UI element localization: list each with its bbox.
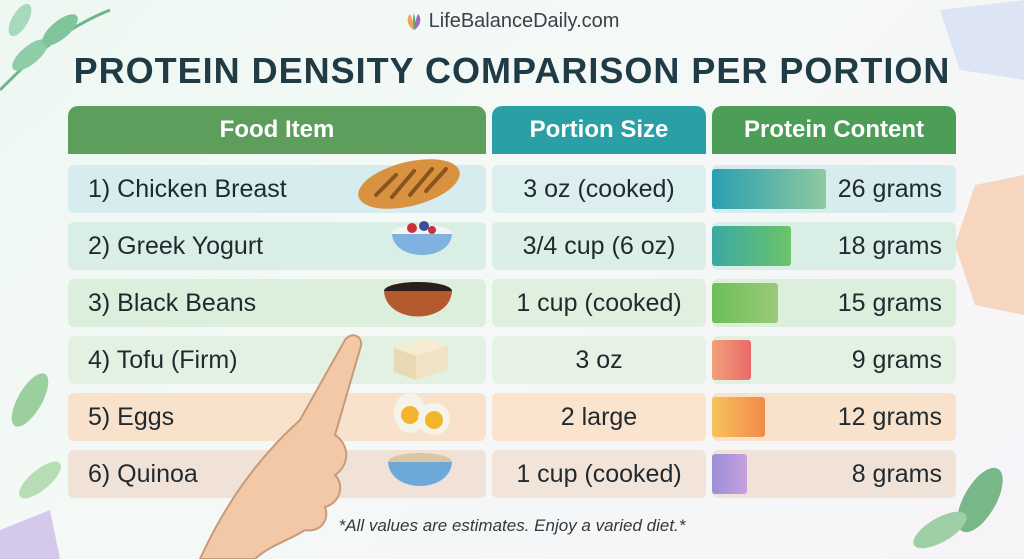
table-row: 4) Tofu (Firm) 3 oz 9 grams: [68, 336, 956, 384]
protein-content-cell: 26 grams: [712, 165, 956, 213]
eggs-icon: [386, 389, 456, 446]
portion-size-label: 3 oz (cooked): [523, 175, 675, 203]
quinoa-icon: [382, 446, 458, 503]
brand-name: LifeBalanceDaily.com: [428, 10, 620, 33]
chicken-breast-icon: [354, 151, 464, 218]
protein-value-label: 18 grams: [837, 232, 942, 260]
black-beans-icon: [380, 273, 456, 334]
portion-size-cell: 3/4 cup (6 oz): [492, 222, 706, 270]
protein-value-label: 9 grams: [851, 346, 942, 374]
table-row: 5) Eggs 2 large 12 grams: [68, 393, 956, 441]
leaf-decoration-top-left: [0, 3, 111, 92]
table-row: 3) Black Beans 1 cup (cooked) 15 grams: [68, 279, 956, 327]
chart-title: PROTEIN DENSITY COMPARISON PER PORTION: [73, 50, 951, 91]
food-item-label: 1) Chicken Breast: [88, 175, 287, 203]
leaf-decoration-bottom-left: [0, 373, 61, 559]
brand-logo-icon: [407, 12, 420, 30]
protein-content-cell: 9 grams: [712, 336, 956, 384]
greek-yogurt-icon: [386, 216, 458, 277]
food-item-cell: 1) Chicken Breast: [68, 159, 486, 213]
portion-size-cell: 1 cup (cooked): [492, 450, 706, 498]
protein-content-cell: 18 grams: [712, 222, 956, 270]
footnote: *All values are estimates. Enjoy a varie…: [338, 516, 686, 535]
table-row: 2) Greek Yogurt 3/4 cup (6 oz) 18 grams: [68, 221, 956, 270]
food-item-label: 2) Greek Yogurt: [88, 232, 264, 260]
portion-size-label: 1 cup (cooked): [516, 460, 682, 488]
table-row: 1) Chicken Breast 3 oz (cooked) 26 grams: [68, 159, 956, 213]
protein-value-label: 8 grams: [851, 460, 942, 488]
portion-size-cell: 3 oz (cooked): [492, 165, 706, 213]
protein-content-cell: 12 grams: [712, 393, 956, 441]
portion-size-label: 1 cup (cooked): [516, 289, 682, 317]
food-item-label: 4) Tofu (Firm): [88, 346, 238, 374]
pointing-hand-illustration: [198, 334, 363, 559]
protein-content-cell: 15 grams: [712, 279, 956, 327]
header-protein-content: Protein Content: [712, 106, 956, 154]
food-item-cell: 5) Eggs: [68, 393, 486, 441]
food-item-label: 6) Quinoa: [88, 460, 198, 488]
tofu-icon: [388, 332, 454, 389]
protein-bar: [712, 397, 765, 437]
portion-size-cell: 3 oz: [492, 336, 706, 384]
shape-decoration-top-right: [940, 0, 1024, 80]
protein-bar: [712, 226, 791, 266]
protein-bar: [712, 283, 778, 323]
food-item-label: 5) Eggs: [88, 403, 175, 431]
brand-header: LifeBalanceDaily.com: [0, 10, 1024, 33]
protein-value-label: 26 grams: [837, 175, 942, 203]
food-item-label: 3) Black Beans: [88, 289, 257, 317]
protein-content-cell: 8 grams: [712, 450, 956, 498]
hexagon-decoration-right: [955, 175, 1024, 315]
portion-size-label: 2 large: [560, 403, 638, 431]
food-item-cell: 4) Tofu (Firm): [68, 336, 486, 384]
protein-value-label: 12 grams: [837, 403, 942, 431]
header-food-item: Food Item: [68, 106, 486, 154]
food-item-cell: 2) Greek Yogurt: [68, 221, 486, 270]
portion-size-label: 3/4 cup (6 oz): [522, 232, 676, 260]
portion-size-label: 3 oz: [575, 346, 623, 374]
header-portion-size: Portion Size: [492, 106, 706, 154]
portion-size-cell: 2 large: [492, 393, 706, 441]
portion-size-cell: 1 cup (cooked): [492, 279, 706, 327]
protein-value-label: 15 grams: [837, 289, 942, 317]
protein-bar: [712, 454, 748, 494]
protein-bar: [712, 169, 826, 209]
protein-bar: [712, 340, 752, 380]
leaf-decoration-bottom-right: [913, 467, 1003, 549]
food-item-cell: 3) Black Beans: [68, 279, 486, 327]
